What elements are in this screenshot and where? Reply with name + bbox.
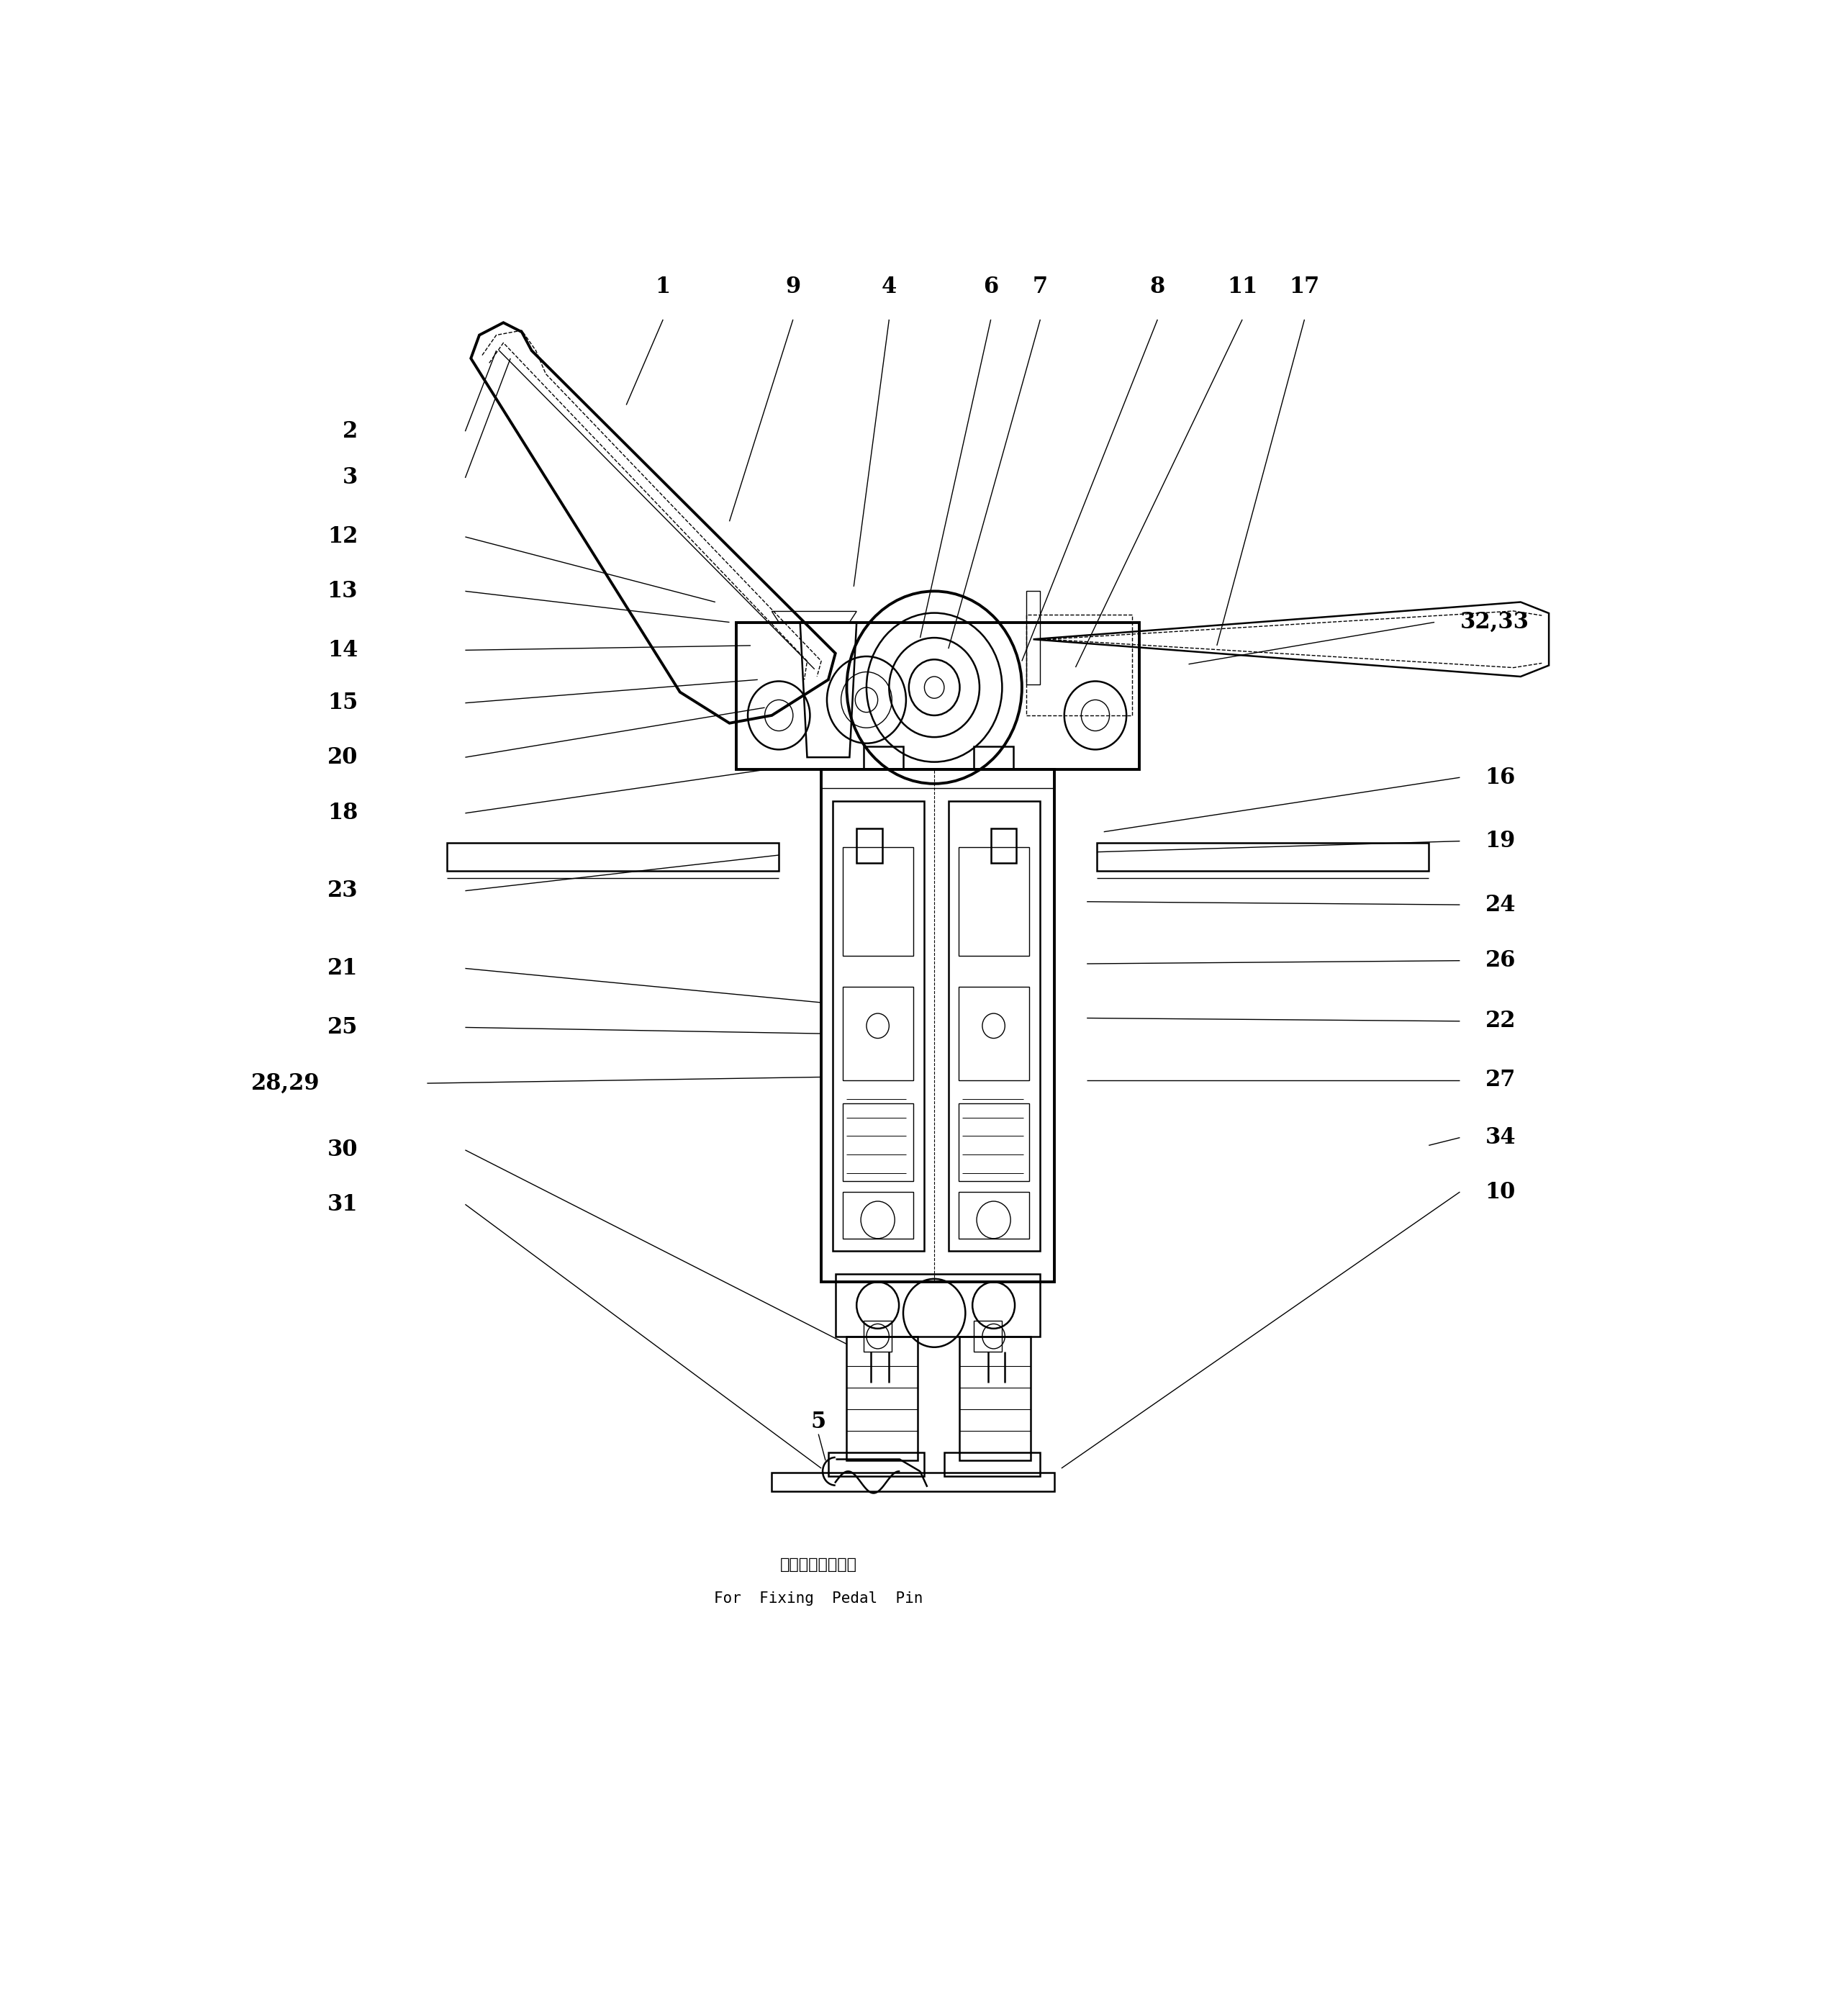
Text: 30: 30 <box>328 1139 357 1161</box>
Text: 28,29: 28,29 <box>252 1073 319 1095</box>
Bar <box>1026 591 1041 683</box>
Bar <box>835 1274 1041 1337</box>
Bar <box>944 1454 1041 1476</box>
Bar <box>959 1337 1030 1460</box>
Bar <box>447 843 778 871</box>
Bar <box>959 847 1028 956</box>
Text: 5: 5 <box>811 1411 826 1433</box>
Text: 34: 34 <box>1486 1127 1517 1149</box>
Bar <box>771 1474 1054 1492</box>
Bar <box>842 847 913 956</box>
Text: 13: 13 <box>328 581 357 603</box>
Bar <box>820 770 1054 1282</box>
Bar <box>828 1454 924 1476</box>
Text: 2: 2 <box>343 419 357 442</box>
Text: 16: 16 <box>1486 766 1515 788</box>
Text: For  Fixing  Pedal  Pin: For Fixing Pedal Pin <box>715 1591 922 1607</box>
Bar <box>846 1337 917 1460</box>
Bar <box>842 1103 913 1181</box>
Text: 32,33: 32,33 <box>1460 611 1529 633</box>
Text: 27: 27 <box>1486 1068 1515 1091</box>
Bar <box>842 1191 913 1238</box>
Text: 19: 19 <box>1486 831 1515 853</box>
Text: 12: 12 <box>328 526 357 548</box>
Bar <box>842 988 913 1081</box>
Bar <box>973 746 1014 770</box>
Bar <box>959 988 1028 1081</box>
Bar <box>864 746 902 770</box>
Text: 14: 14 <box>328 639 357 661</box>
Text: 23: 23 <box>326 879 357 901</box>
Text: 20: 20 <box>328 746 357 768</box>
Text: 10: 10 <box>1486 1181 1515 1204</box>
Bar <box>959 1103 1028 1181</box>
Text: 15: 15 <box>328 691 357 714</box>
Text: 31: 31 <box>328 1193 357 1216</box>
Text: 17: 17 <box>1289 276 1320 298</box>
Text: 21: 21 <box>328 958 357 980</box>
Text: 7: 7 <box>1032 276 1048 298</box>
Bar <box>948 800 1041 1250</box>
Text: 26: 26 <box>1486 950 1515 972</box>
Text: 18: 18 <box>328 802 357 825</box>
Bar <box>857 829 882 863</box>
Text: 6: 6 <box>983 276 999 298</box>
Text: 11: 11 <box>1227 276 1258 298</box>
Bar <box>820 770 1054 788</box>
Bar <box>959 1191 1028 1238</box>
Text: 8: 8 <box>1150 276 1165 298</box>
Text: 3: 3 <box>343 468 357 490</box>
Bar <box>1097 843 1429 871</box>
Text: ペダルピン固定用: ペダルピン固定用 <box>780 1556 857 1572</box>
Text: 24: 24 <box>1486 893 1517 915</box>
Bar <box>864 1320 891 1353</box>
Text: 4: 4 <box>882 276 897 298</box>
Text: 9: 9 <box>786 276 800 298</box>
Text: 1: 1 <box>656 276 671 298</box>
Bar <box>736 623 1139 770</box>
Text: 25: 25 <box>328 1016 357 1038</box>
Bar <box>833 800 924 1250</box>
Bar <box>973 1320 1003 1353</box>
Bar <box>992 829 1015 863</box>
Text: 22: 22 <box>1486 1010 1517 1032</box>
